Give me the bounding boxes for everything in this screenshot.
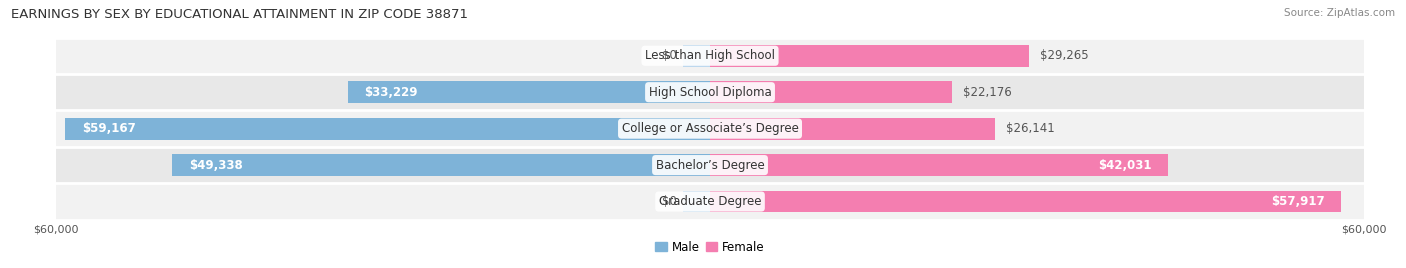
Text: $22,176: $22,176 bbox=[963, 86, 1011, 99]
Text: Bachelor’s Degree: Bachelor’s Degree bbox=[655, 159, 765, 172]
Text: Source: ZipAtlas.com: Source: ZipAtlas.com bbox=[1284, 8, 1395, 18]
Bar bbox=[710, 81, 952, 103]
Text: $26,141: $26,141 bbox=[1005, 122, 1054, 135]
Bar bbox=[173, 154, 710, 176]
Text: $42,031: $42,031 bbox=[1098, 159, 1152, 172]
Text: Graduate Degree: Graduate Degree bbox=[659, 195, 761, 208]
Text: $59,167: $59,167 bbox=[82, 122, 135, 135]
Bar bbox=[683, 191, 710, 213]
Text: $0: $0 bbox=[662, 195, 678, 208]
Bar bbox=[56, 38, 1364, 74]
Text: College or Associate’s Degree: College or Associate’s Degree bbox=[621, 122, 799, 135]
Bar bbox=[683, 45, 710, 67]
Bar bbox=[347, 81, 710, 103]
Bar bbox=[710, 45, 1029, 67]
Text: $49,338: $49,338 bbox=[188, 159, 242, 172]
Bar bbox=[56, 147, 1364, 183]
Bar bbox=[710, 118, 995, 140]
Bar bbox=[56, 183, 1364, 220]
Text: $33,229: $33,229 bbox=[364, 86, 418, 99]
Bar bbox=[710, 154, 1168, 176]
Bar bbox=[56, 110, 1364, 147]
Text: $57,917: $57,917 bbox=[1271, 195, 1324, 208]
Bar bbox=[56, 74, 1364, 110]
Bar bbox=[710, 191, 1341, 213]
Text: $0: $0 bbox=[662, 49, 678, 62]
Legend: Male, Female: Male, Female bbox=[655, 241, 765, 254]
Text: Less than High School: Less than High School bbox=[645, 49, 775, 62]
Text: High School Diploma: High School Diploma bbox=[648, 86, 772, 99]
Bar bbox=[65, 118, 710, 140]
Text: $29,265: $29,265 bbox=[1040, 49, 1088, 62]
Text: EARNINGS BY SEX BY EDUCATIONAL ATTAINMENT IN ZIP CODE 38871: EARNINGS BY SEX BY EDUCATIONAL ATTAINMEN… bbox=[11, 8, 468, 21]
